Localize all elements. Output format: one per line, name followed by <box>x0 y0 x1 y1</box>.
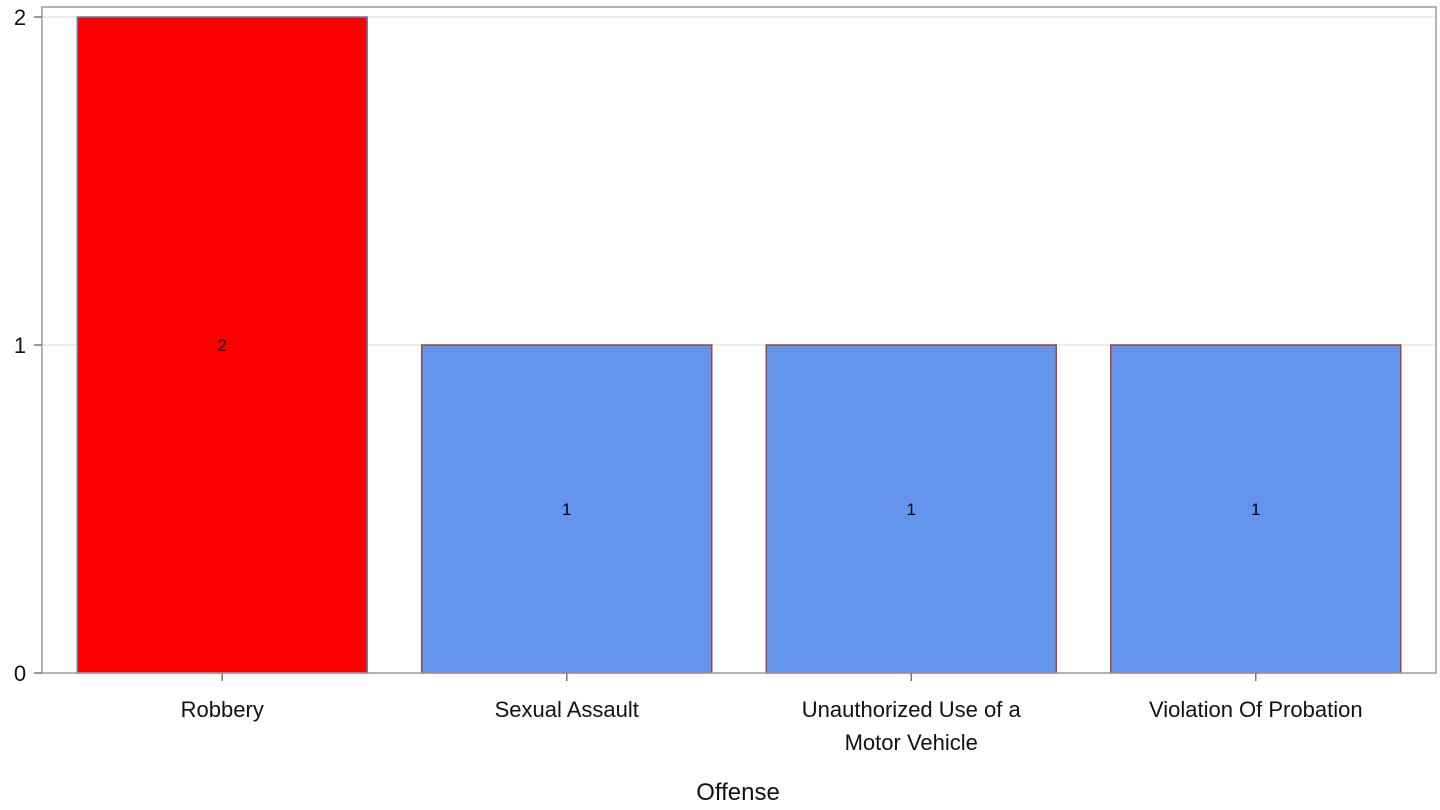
plot-frame <box>41 6 1437 674</box>
bar-sexual-assault <box>421 344 713 674</box>
y-tick-label: 2 <box>14 5 26 30</box>
data-label: 1 <box>1251 500 1260 519</box>
x-tick-label: Violation Of Probation <box>1149 697 1363 722</box>
y-tick-label: 1 <box>14 333 26 358</box>
data-label: 1 <box>562 500 571 519</box>
x-axis-ticks: Robbery Sexual Assault Unauthorized Use of… <box>181 673 1363 755</box>
bars <box>76 16 1402 674</box>
data-label: 1 <box>907 500 916 519</box>
axes <box>41 6 1437 674</box>
x-tick-label: Sexual Assault <box>495 697 639 722</box>
bar-violation-of-probation <box>1110 344 1402 674</box>
bar-unauthorized-use-of-a-motor-vehicle <box>765 344 1057 674</box>
bar-robbery <box>76 16 368 674</box>
data-labels: 2 1 1 1 <box>218 336 1261 519</box>
x-axis-title: Offense <box>696 779 780 805</box>
y-axis-ticks: 0 1 2 <box>14 5 42 686</box>
x-tick-label: Robbery <box>181 697 264 722</box>
x-tick-label: Unauthorized Use of a Motor Vehicle <box>802 697 1022 755</box>
data-label: 2 <box>218 336 227 355</box>
y-tick-label: 0 <box>14 661 26 686</box>
